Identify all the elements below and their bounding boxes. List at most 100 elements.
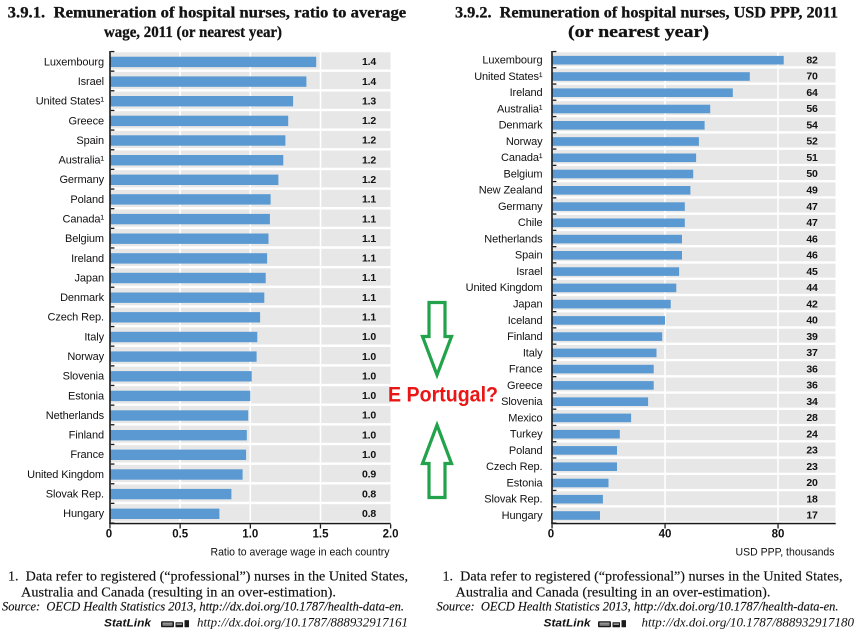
svg-text:52: 52 <box>806 136 818 148</box>
svg-text:34: 34 <box>806 396 818 408</box>
svg-text:Spain: Spain <box>515 250 543 262</box>
svg-text:0: 0 <box>548 529 554 541</box>
svg-text:StatLink: StatLink <box>104 618 152 630</box>
svg-text:1.2: 1.2 <box>362 115 376 127</box>
svg-text:Czech Rep.: Czech Rep. <box>48 312 105 324</box>
svg-text:Italy: Italy <box>523 347 543 359</box>
svg-text:1.1: 1.1 <box>362 253 376 265</box>
svg-text:Chile: Chile <box>518 217 543 229</box>
svg-text:1.1: 1.1 <box>362 213 376 225</box>
svg-text:39: 39 <box>806 331 818 343</box>
svg-text:Hungary: Hungary <box>63 508 104 520</box>
svg-text:23: 23 <box>806 445 818 457</box>
svg-text:1.1: 1.1 <box>362 292 376 304</box>
svg-text:France: France <box>509 364 543 376</box>
svg-text:Australia¹: Australia¹ <box>497 103 543 115</box>
svg-text:70: 70 <box>806 71 818 83</box>
svg-text:1.4: 1.4 <box>362 76 376 88</box>
svg-text:Australia¹: Australia¹ <box>59 155 105 167</box>
svg-text:1.0: 1.0 <box>362 371 376 383</box>
svg-text:3.9.1. Remuneration of hospit: 3.9.1. Remuneration of hospital nurses, … <box>8 5 407 22</box>
svg-text:1.1: 1.1 <box>362 312 376 324</box>
svg-text:1.2: 1.2 <box>362 135 376 147</box>
svg-text:Australia and Canada (resultin: Australia and Canada (resulting in an ov… <box>456 586 771 601</box>
svg-text:Netherlands: Netherlands <box>484 234 543 246</box>
svg-text:42: 42 <box>806 298 818 310</box>
svg-text:0: 0 <box>106 529 112 541</box>
svg-text:Slovak Rep.: Slovak Rep. <box>484 494 542 506</box>
svg-text:1.2: 1.2 <box>362 174 376 186</box>
svg-text:18: 18 <box>806 493 818 505</box>
svg-text:82: 82 <box>806 54 818 66</box>
svg-text:Estonia: Estonia <box>507 477 544 489</box>
svg-text:Denmark: Denmark <box>60 292 105 304</box>
svg-text:1.2: 1.2 <box>362 154 376 166</box>
svg-text:1.5: 1.5 <box>313 529 330 541</box>
svg-text:Luxembourg: Luxembourg <box>482 55 542 67</box>
svg-text:3.9.2. Remuneration of hospit: 3.9.2. Remuneration of hospital nurses, … <box>455 5 838 22</box>
svg-text:1. Data refer to registered (: 1. Data refer to registered (“profession… <box>443 570 843 585</box>
svg-text:0.8: 0.8 <box>362 488 376 500</box>
svg-text:1.0: 1.0 <box>362 410 376 422</box>
svg-text:Belgium: Belgium <box>503 168 542 180</box>
svg-text:40: 40 <box>659 529 672 541</box>
svg-text:Israel: Israel <box>78 76 104 88</box>
svg-text:0.8: 0.8 <box>362 508 376 520</box>
svg-text:49: 49 <box>806 185 818 197</box>
svg-text:Finland: Finland <box>69 430 104 442</box>
svg-text:54: 54 <box>806 120 818 132</box>
svg-text:United Kingdom: United Kingdom <box>27 469 104 481</box>
svg-text:http://dx.doi.org/10.1787/8889: http://dx.doi.org/10.1787/888932917180 <box>642 615 855 630</box>
svg-text:Japan: Japan <box>75 272 104 284</box>
svg-text:1. Data refer to registered (: 1. Data refer to registered (“profession… <box>8 570 408 585</box>
svg-text:Slovenia: Slovenia <box>63 371 105 383</box>
svg-text:Norway: Norway <box>67 351 104 363</box>
svg-text:Source: OECD Health Statistic: Source: OECD Health Statistics 2013, htt… <box>2 599 404 614</box>
svg-text:1.1: 1.1 <box>362 272 376 284</box>
svg-text:Greece: Greece <box>507 380 542 392</box>
svg-text:0.9: 0.9 <box>362 469 376 481</box>
svg-text:Israel: Israel <box>516 266 542 278</box>
svg-text:Ireland: Ireland <box>510 87 543 99</box>
svg-text:50: 50 <box>806 168 818 180</box>
svg-text:Luxembourg: Luxembourg <box>44 56 104 68</box>
svg-text:44: 44 <box>806 282 818 294</box>
svg-text:New Zealand: New Zealand <box>479 185 543 197</box>
svg-text:Mexico: Mexico <box>508 412 542 424</box>
svg-text:Slovak Rep.: Slovak Rep. <box>46 489 104 501</box>
svg-text:56: 56 <box>806 103 818 115</box>
svg-text:Ratio to average wage in each: Ratio to average wage in each country <box>211 547 390 559</box>
svg-text:1.4: 1.4 <box>362 56 376 68</box>
svg-text:23: 23 <box>806 461 818 473</box>
svg-text:Slovenia: Slovenia <box>501 396 543 408</box>
svg-text:17: 17 <box>806 510 818 522</box>
svg-text:Ireland: Ireland <box>71 253 104 265</box>
svg-text:45: 45 <box>806 266 818 278</box>
svg-text:51: 51 <box>806 152 818 164</box>
svg-text:1.3: 1.3 <box>362 95 376 107</box>
svg-text:Finland: Finland <box>507 331 542 343</box>
svg-text:Greece: Greece <box>69 115 104 127</box>
svg-text:Australia and Canada (resultin: Australia and Canada (resulting in an ov… <box>21 586 336 601</box>
svg-text:Canada¹: Canada¹ <box>501 152 543 164</box>
svg-text:Italy: Italy <box>84 331 104 343</box>
svg-text:47: 47 <box>806 201 818 213</box>
svg-text:E Portugal?: E Portugal? <box>388 383 498 407</box>
svg-text:Germany: Germany <box>498 201 543 213</box>
svg-text:1.1: 1.1 <box>362 233 376 245</box>
svg-text:1.0: 1.0 <box>362 449 376 461</box>
svg-text:1.1: 1.1 <box>362 194 376 206</box>
svg-text:Belgium: Belgium <box>65 233 104 245</box>
svg-text:United Kingdom: United Kingdom <box>466 282 543 294</box>
svg-text:France: France <box>70 449 104 461</box>
svg-text:wage, 2011 (or nearest year): wage, 2011 (or nearest year) <box>104 24 282 41</box>
svg-text:20: 20 <box>806 477 818 489</box>
svg-text:Netherlands: Netherlands <box>46 410 105 422</box>
svg-text:Poland: Poland <box>509 445 543 457</box>
svg-text:1.0: 1.0 <box>362 429 376 441</box>
svg-text:2.0: 2.0 <box>383 529 399 541</box>
svg-text:United States¹: United States¹ <box>36 96 105 108</box>
svg-text:Canada¹: Canada¹ <box>63 214 105 226</box>
svg-text:Turkey: Turkey <box>510 429 543 441</box>
svg-text:1.0: 1.0 <box>362 390 376 402</box>
